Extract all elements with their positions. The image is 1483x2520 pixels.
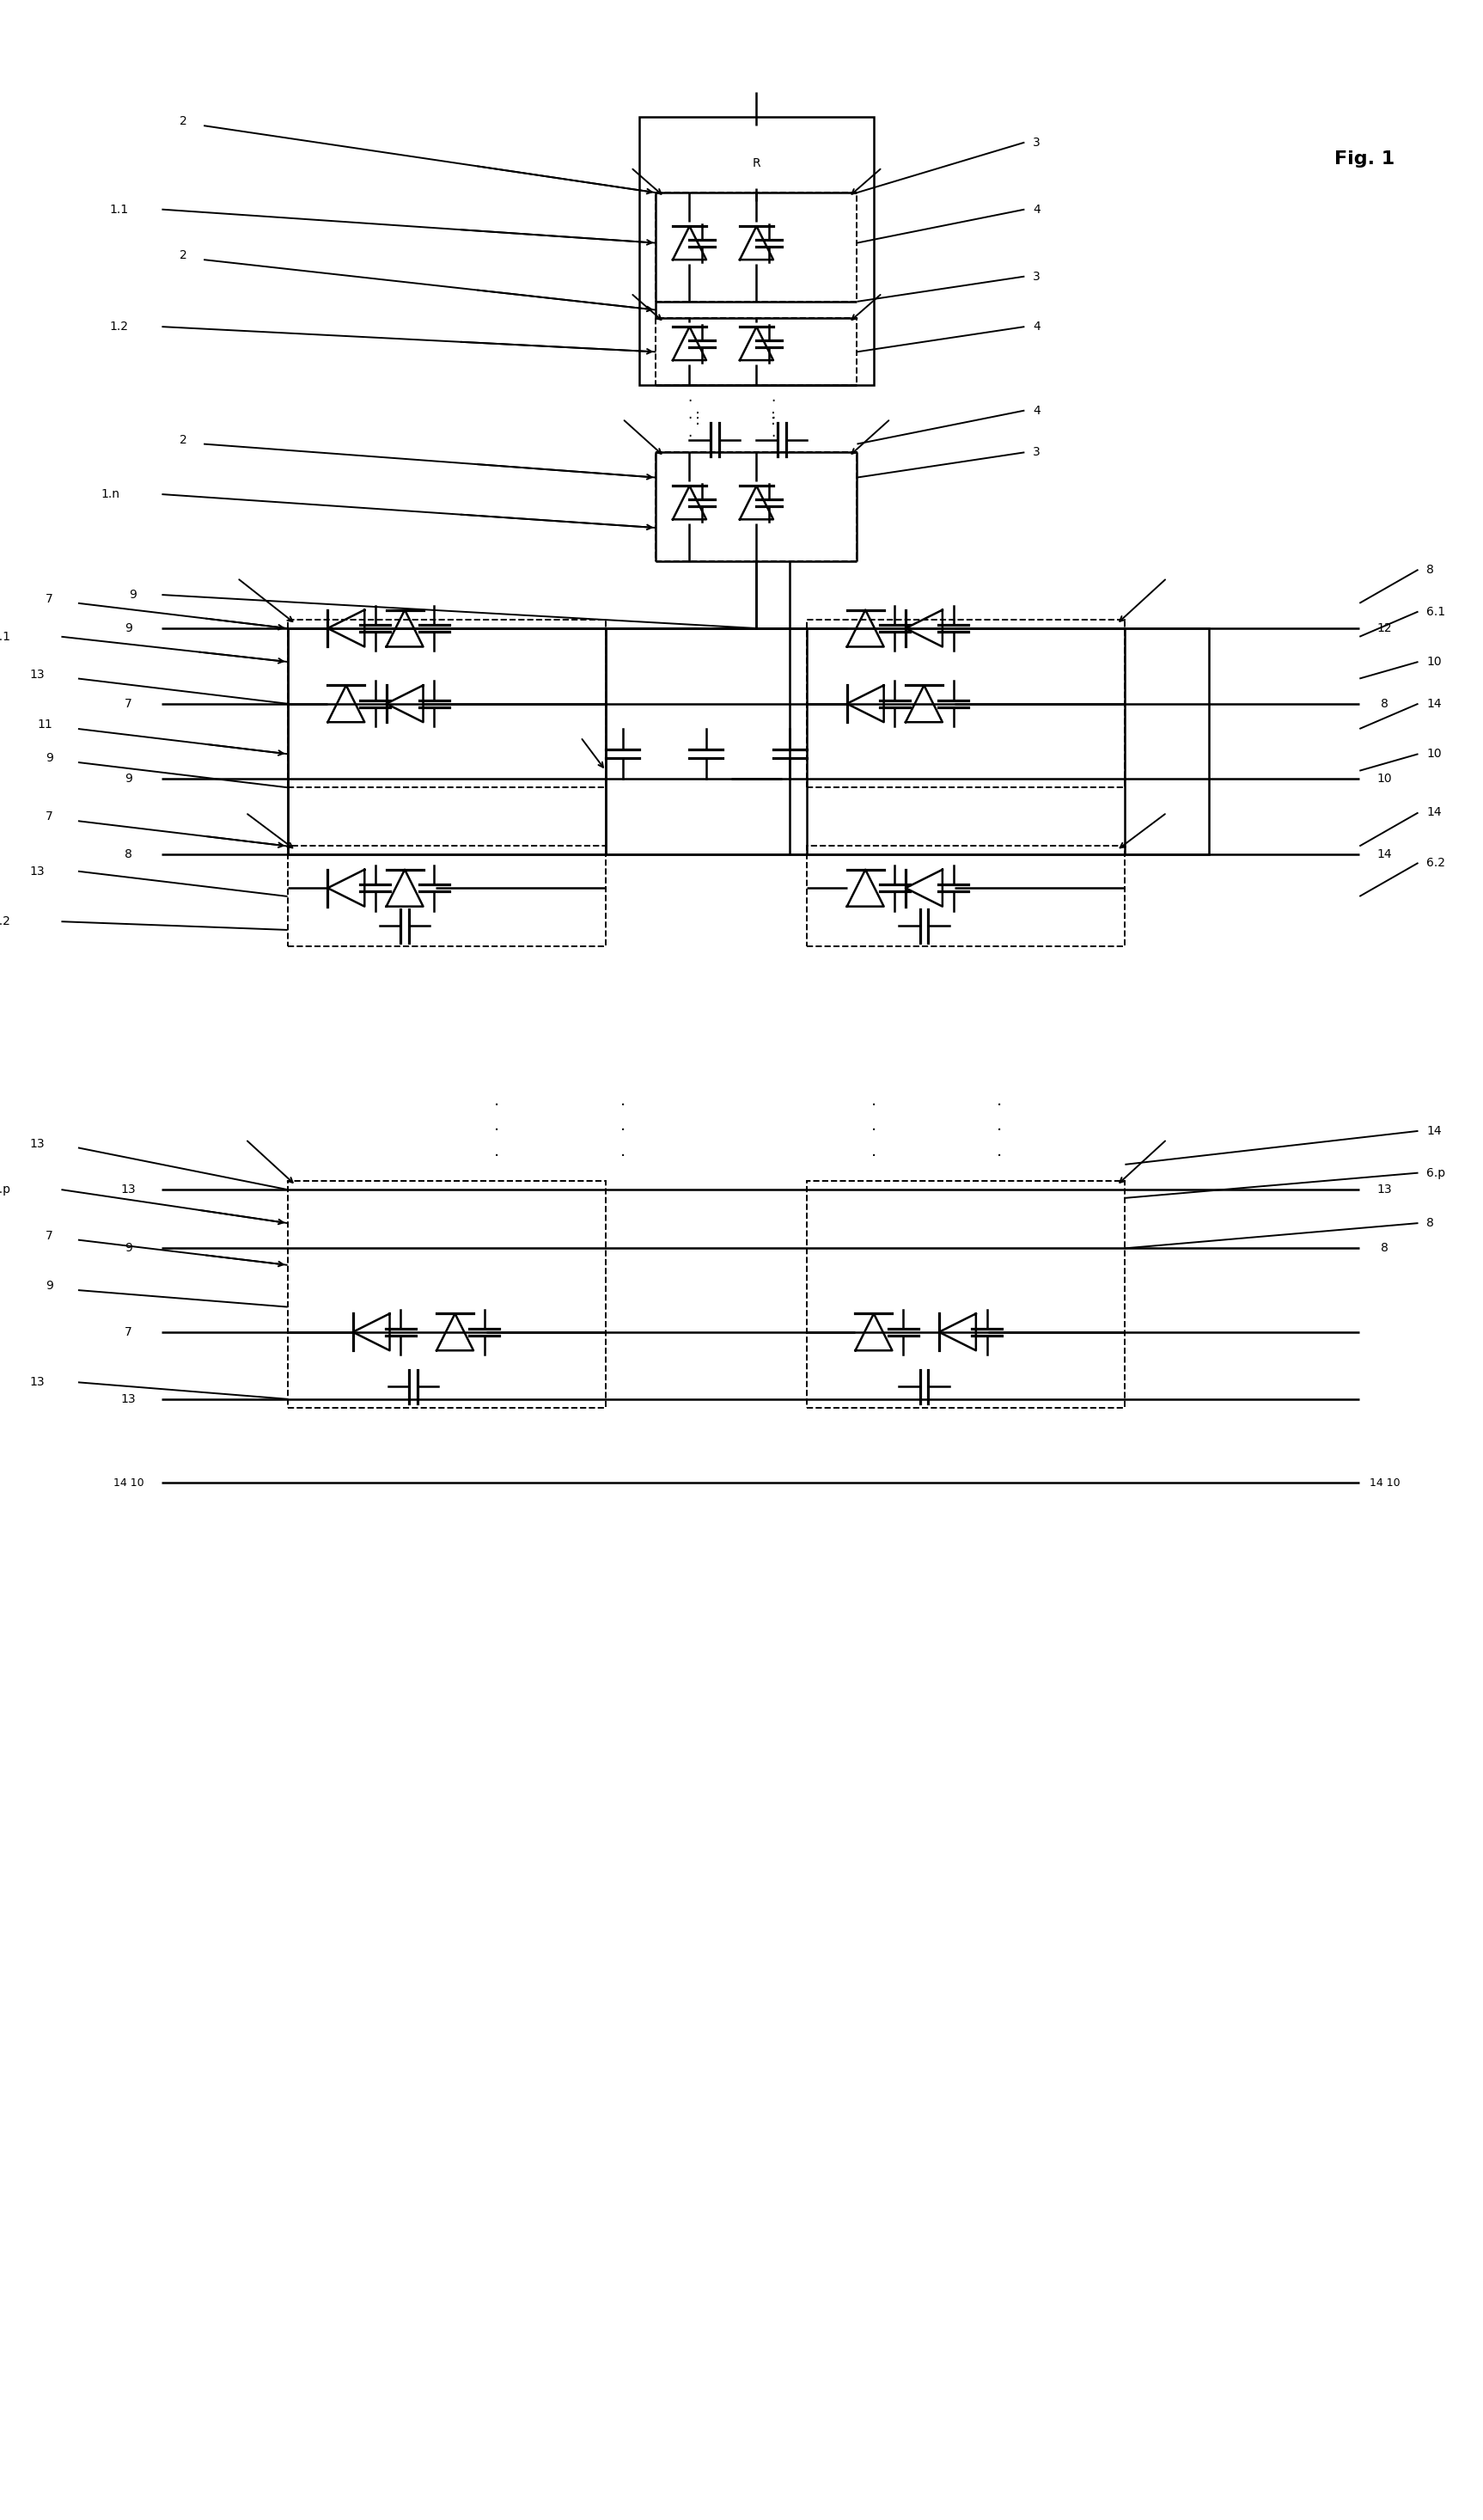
- Text: 14: 14: [1427, 698, 1441, 711]
- Text: 13: 13: [1378, 1184, 1393, 1194]
- Text: 9: 9: [46, 751, 53, 764]
- Text: 1.1: 1.1: [110, 204, 129, 214]
- Text: ⋮: ⋮: [765, 411, 782, 426]
- Text: ·: ·: [494, 1124, 500, 1139]
- Text: 5.1: 5.1: [0, 630, 10, 643]
- Text: 3: 3: [1032, 136, 1041, 149]
- Bar: [288, 620, 605, 786]
- Text: ·: ·: [997, 1099, 1003, 1114]
- Text: ·: ·: [620, 1124, 626, 1139]
- Text: 14 10: 14 10: [113, 1477, 144, 1489]
- Text: 9: 9: [46, 1280, 53, 1293]
- Text: 2: 2: [179, 433, 187, 446]
- Text: 8: 8: [1381, 1242, 1388, 1255]
- Bar: [655, 318, 857, 386]
- Text: 7: 7: [46, 811, 53, 824]
- Text: 8: 8: [125, 849, 132, 859]
- Text: ·: ·: [997, 1124, 1003, 1139]
- Bar: [807, 847, 1126, 948]
- Text: 6.p: 6.p: [1427, 1167, 1446, 1179]
- Text: 2: 2: [179, 116, 187, 129]
- Text: 7: 7: [46, 592, 53, 605]
- Bar: [288, 847, 605, 948]
- Text: 3: 3: [1032, 270, 1041, 282]
- Bar: [807, 620, 1126, 786]
- Text: 7: 7: [125, 698, 132, 711]
- Text: 13: 13: [30, 668, 44, 680]
- Text: ·: ·: [494, 1099, 500, 1114]
- Text: 7: 7: [125, 1326, 132, 1338]
- Text: 14: 14: [1427, 806, 1441, 819]
- Bar: [288, 1182, 605, 1409]
- Text: 1.n: 1.n: [101, 489, 120, 501]
- Text: 6.1: 6.1: [1427, 605, 1446, 617]
- Text: ·: ·: [871, 1099, 876, 1114]
- Bar: [655, 192, 857, 302]
- Text: 14: 14: [1378, 849, 1393, 859]
- Text: 13: 13: [30, 864, 44, 877]
- Text: ·
·
·: · · ·: [687, 393, 691, 444]
- Text: 12: 12: [1378, 622, 1393, 635]
- Text: R: R: [752, 156, 761, 169]
- Text: 5.2: 5.2: [0, 915, 10, 927]
- Text: 9: 9: [125, 1242, 132, 1255]
- Text: 10: 10: [1427, 655, 1441, 668]
- Text: 8: 8: [1427, 564, 1434, 575]
- Text: 11: 11: [37, 718, 53, 731]
- Text: 14: 14: [1427, 1124, 1441, 1137]
- Text: ·: ·: [871, 1124, 876, 1139]
- Text: ·: ·: [494, 1149, 500, 1164]
- Bar: [288, 627, 1209, 854]
- Text: 9: 9: [125, 622, 132, 635]
- Text: ·: ·: [871, 1149, 876, 1164]
- Text: 13: 13: [120, 1394, 136, 1406]
- Text: 10: 10: [1427, 748, 1441, 761]
- Bar: [655, 454, 857, 562]
- Text: 8: 8: [1381, 698, 1388, 711]
- Text: 1.2: 1.2: [110, 320, 129, 333]
- Text: 9: 9: [129, 590, 136, 600]
- Text: 8: 8: [1427, 1217, 1434, 1230]
- Text: 14 10: 14 10: [1369, 1477, 1400, 1489]
- Text: ⋮: ⋮: [690, 411, 706, 426]
- Bar: [639, 118, 873, 386]
- Text: 5.p: 5.p: [0, 1184, 10, 1194]
- Text: Fig. 1: Fig. 1: [1335, 151, 1396, 169]
- Text: 2: 2: [179, 249, 187, 262]
- Text: 10: 10: [1378, 774, 1393, 786]
- Text: 13: 13: [30, 1137, 44, 1149]
- Text: 13: 13: [30, 1376, 44, 1389]
- Text: 13: 13: [120, 1184, 136, 1194]
- Text: 4: 4: [1032, 204, 1041, 214]
- Text: 9: 9: [125, 774, 132, 786]
- Text: ·
·
·: · · ·: [771, 393, 776, 444]
- Text: 7: 7: [46, 1230, 53, 1242]
- Text: ·: ·: [620, 1149, 626, 1164]
- Text: ·: ·: [620, 1099, 626, 1114]
- Text: 3: 3: [1032, 446, 1041, 459]
- Bar: [807, 1182, 1126, 1409]
- Text: 4: 4: [1032, 406, 1041, 416]
- Bar: [724, 126, 790, 202]
- Text: ·: ·: [997, 1149, 1003, 1164]
- Text: 6.2: 6.2: [1427, 857, 1446, 869]
- Text: 4: 4: [1032, 320, 1041, 333]
